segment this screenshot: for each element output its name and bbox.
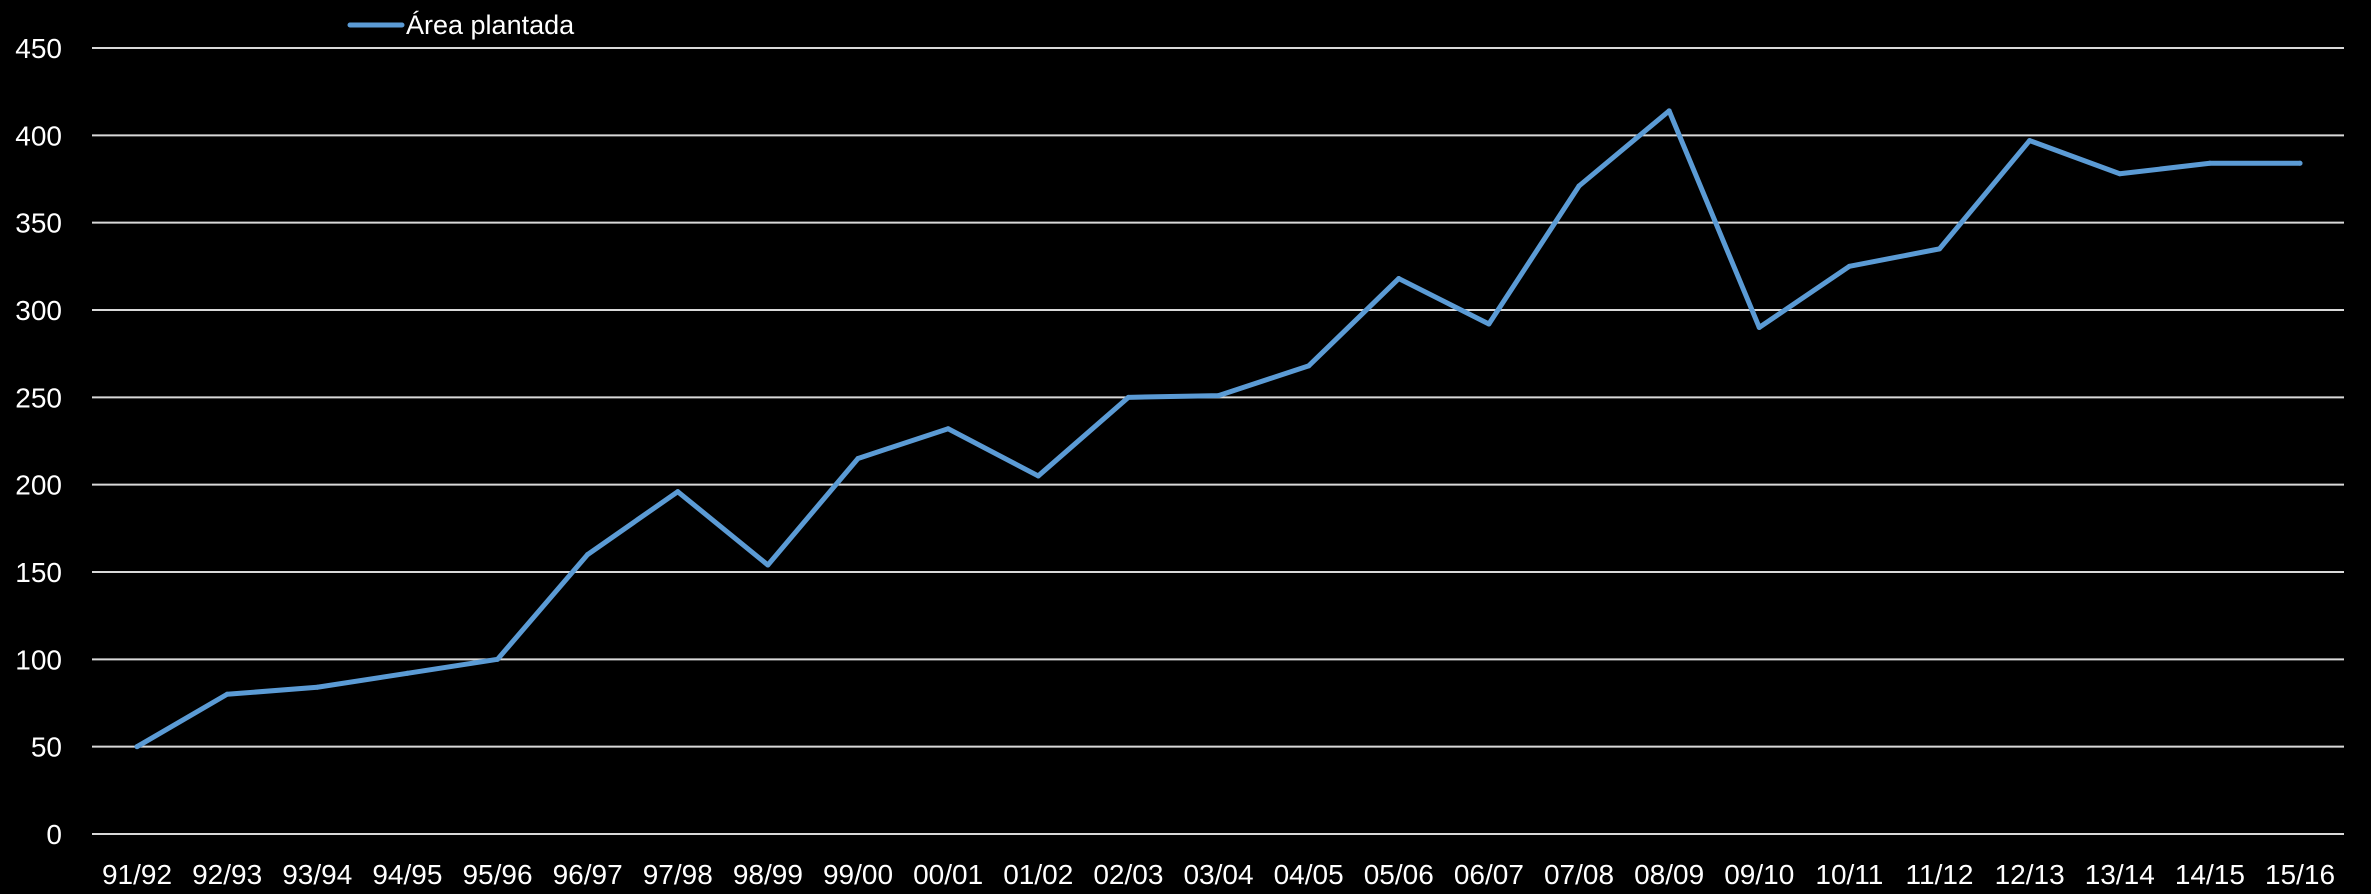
data-point (1846, 263, 1852, 269)
y-tick-label: 400 (15, 120, 62, 151)
x-tick-label: 96/97 (553, 859, 623, 890)
data-point (585, 552, 591, 558)
data-point (1125, 394, 1131, 400)
x-tick-label: 13/14 (2085, 859, 2155, 890)
x-tick-label: 93/94 (282, 859, 352, 890)
data-point (2207, 160, 2213, 166)
x-tick-label: 95/96 (462, 859, 532, 890)
x-tick-label: 09/10 (1724, 859, 1794, 890)
x-axis-ticks: 91/92 92/93 93/94 94/95 95/96 96/97 97/98 98/99… (102, 859, 2335, 890)
legend-label: Área plantada (406, 10, 575, 40)
data-point (224, 691, 230, 697)
y-tick-label: 450 (15, 33, 62, 64)
y-axis-ticks: 0 50 100 150 200 250 300 350 400 450 (15, 33, 62, 850)
x-tick-label: 07/08 (1544, 859, 1614, 890)
x-tick-label: 01/02 (1003, 859, 1073, 890)
x-tick-label: 99/00 (823, 859, 893, 890)
data-point (1396, 276, 1402, 282)
y-tick-label: 200 (15, 470, 62, 501)
data-point (1486, 321, 1492, 327)
x-tick-label: 08/09 (1634, 859, 1704, 890)
x-tick-label: 05/06 (1364, 859, 1434, 890)
series-lines (134, 108, 2303, 750)
x-tick-label: 03/04 (1183, 859, 1253, 890)
data-point (495, 656, 500, 662)
data-point (765, 562, 771, 568)
x-tick-label: 92/93 (192, 859, 262, 890)
x-tick-label: 12/13 (1995, 859, 2065, 890)
data-point (1937, 246, 1942, 252)
y-tick-label: 100 (15, 644, 62, 675)
data-point (1756, 324, 1762, 330)
y-tick-label: 350 (15, 208, 62, 239)
data-point (1035, 473, 1041, 479)
data-point (675, 489, 681, 495)
y-tick-label: 150 (15, 557, 62, 588)
data-point (1576, 183, 1582, 189)
x-tick-label: 06/07 (1454, 859, 1524, 890)
data-point (1216, 393, 1221, 399)
data-point (855, 455, 861, 461)
data-point (1306, 363, 1312, 369)
x-tick-label: 94/95 (372, 859, 442, 890)
y-tick-label: 0 (46, 819, 62, 850)
x-tick-label: 97/98 (643, 859, 713, 890)
data-point (2027, 138, 2033, 144)
y-tick-label: 250 (15, 382, 62, 413)
x-tick-label: 00/01 (913, 859, 983, 890)
data-point (314, 684, 320, 690)
y-tick-label: 300 (15, 295, 62, 326)
x-tick-label: 14/15 (2175, 859, 2245, 890)
x-tick-label: 98/99 (733, 859, 803, 890)
x-tick-label: 15/16 (2265, 859, 2335, 890)
data-point (2297, 160, 2303, 166)
data-point (134, 744, 140, 750)
data-point (945, 426, 951, 432)
x-tick-label: 11/12 (1906, 859, 1974, 890)
data-point (2117, 171, 2123, 177)
x-tick-label: 04/05 (1274, 859, 1344, 890)
data-point (404, 670, 410, 676)
x-tick-label: 91/92 (102, 859, 172, 890)
data-point (1666, 108, 1672, 114)
legend: Área plantada (347, 10, 575, 40)
x-tick-label: 10/11 (1815, 859, 1883, 890)
x-tick-label: 02/03 (1093, 859, 1163, 890)
y-tick-label: 50 (31, 732, 62, 763)
series-line (134, 108, 2303, 750)
